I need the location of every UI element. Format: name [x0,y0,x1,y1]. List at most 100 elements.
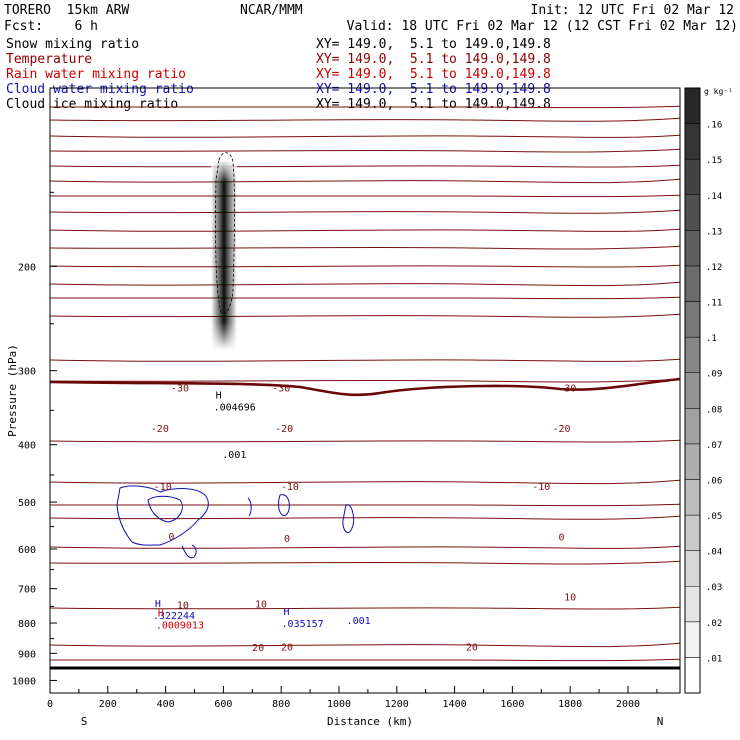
y-tick-label: 800 [18,619,36,630]
y-tick-label: 900 [18,649,36,660]
y-tick-label: 300 [18,367,36,378]
colorbar-bin [684,372,701,409]
colorbar-bin [684,408,701,445]
temperature-contour-label: -10 [281,482,299,493]
maximum-value-label: .322244 [153,611,195,622]
temperature-contour [49,378,681,383]
field-xy-range: XY= 149.0, 5.1 to 149.0,149.8 [316,52,551,67]
x-tick-label: 1200 [385,699,409,710]
colorbar-bin [684,550,701,587]
field-xy-range: XY= 149.0, 5.1 to 149.0,149.8 [316,82,551,97]
south-label: S [81,715,88,728]
temperature-contour-label: -20 [275,424,293,435]
temperature-contour [49,658,681,662]
temperature-contour-label: -30 [171,383,189,394]
model-title: TORERO 15km ARW [4,3,130,18]
north-label: N [657,715,664,728]
x-tick-label: 1000 [327,699,351,710]
colorbar-tick-label: .01 [706,654,722,664]
maximum-marker: H [155,599,161,610]
temperature-contour [49,194,681,198]
temperature-contour [49,105,681,109]
temperature-contour [49,313,681,318]
colorbar-tick-label: .13 [706,227,722,237]
temperature-contour [49,178,681,184]
temperature-contour [49,148,681,153]
temperature-contour [49,245,681,250]
cloud-water-contour [181,544,197,559]
x-tick-label: 1800 [558,699,582,710]
temperature-contour [49,560,681,565]
temperature-contour-label: 20 [281,643,293,654]
temperature-contour [49,479,681,485]
colorbar-tick-label: .15 [706,156,722,166]
valid-time: Valid: 18 UTC Fri 02 Mar 12 (12 CST Fri … [346,19,738,34]
temperature-contour [49,134,681,138]
colorbar-bin [684,443,701,480]
colorbar-tick-label: .08 [706,405,722,415]
colorbar-bin [684,585,701,623]
temperature-contour-label: -10 [532,482,550,493]
colorbar-bin [684,87,701,124]
field-name: Rain water mixing ratio [6,67,187,82]
temperature-contour-label: -20 [552,424,570,435]
x-axis-label: Distance (km) [327,715,413,728]
colorbar-bin [684,336,701,373]
temperature-contour [49,281,681,287]
field-name: Temperature [6,52,93,67]
colorbar-tick-label: .09 [706,370,722,380]
colorbar-bin [684,158,701,196]
maximum-value-label: .004696 [214,403,256,414]
temperature-contour-label: 10 [177,601,189,612]
field-name: Snow mixing ratio [6,37,140,52]
cloud-ice-contour [215,152,235,314]
x-tick-label: 2000 [616,699,640,710]
cloud-water-contour [147,495,183,523]
snow-shading-fade [211,160,237,350]
temperature-contour-label: 10 [255,600,267,611]
temperature-contour [49,358,681,362]
y-tick-label: 200 [18,262,36,273]
forecast-hour: Fcst: 6 h [4,19,98,34]
temperature-contour-label: 0 [558,533,564,544]
maximum-marker: H [216,391,222,402]
temperature-contour-label: 0 [168,532,174,543]
colorbar-bin [684,479,701,516]
x-tick-label: 600 [214,699,232,710]
colorbar-tick-label: .12 [706,263,722,273]
temperature-contour-label: -30 [272,383,290,394]
temperature-contour [49,439,681,443]
freezing-level-contour [49,377,681,397]
colorbar-bin [684,657,701,694]
x-tick-label: 200 [99,699,117,710]
temperature-contour-label: -30 [558,383,576,394]
colorbar-tick-label: .05 [706,512,722,522]
maximum-marker: H [284,607,290,618]
x-tick-label: 800 [272,699,290,710]
cloud-water-contour [247,497,252,517]
x-tick-label: 1400 [443,699,467,710]
init-time: Init: 12 UTC Fri 02 Mar 12 [530,3,735,18]
colorbar-frame [684,87,701,694]
y-axis-label: Pressure (hPa) [6,344,19,437]
colorbar-bin [684,301,701,338]
x-tick-label: 1600 [500,699,524,710]
temperature-contour [49,209,681,214]
center-title: NCAR/MMM [240,3,303,18]
cloud-water-contour [116,485,209,546]
y-tick-label: 700 [18,585,36,596]
y-tick-label: 1000 [12,676,36,687]
colorbar-bin [684,123,701,160]
x-tick-label: 0 [47,699,53,710]
y-tick-label: 600 [18,545,36,556]
colorbar-bin [684,514,701,551]
colorbar-tick-label: .16 [706,121,722,131]
field-xy-range: XY= 149.0, 5.1 to 149.0,149.8 [316,97,551,112]
field-name: Cloud water mixing ratio [6,82,194,97]
colorbar-tick-label: .1 [706,334,717,344]
y-tick-label: 500 [18,498,36,509]
temperature-contour-label: 0 [284,534,290,545]
plot-frame [49,87,681,694]
colorbar-tick-label: .07 [706,441,722,451]
colorbar-tick-label: .06 [706,476,722,486]
